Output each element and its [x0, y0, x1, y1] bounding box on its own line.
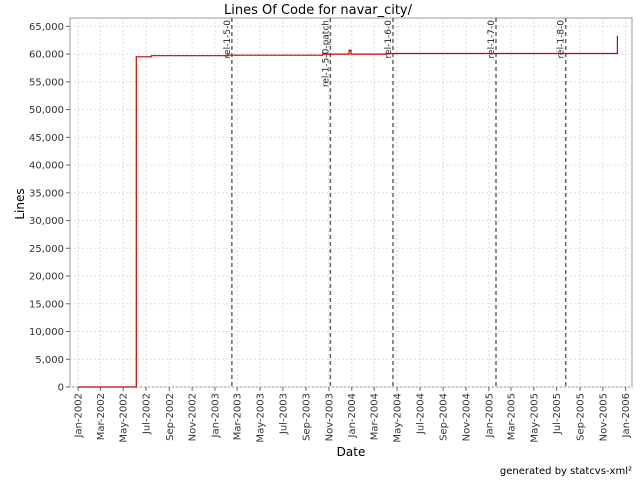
- release-marker-label: rel-1-7-0: [487, 20, 497, 59]
- y-axis-label: Lines: [13, 188, 27, 219]
- x-tick-label: Sep-2003: [302, 393, 313, 441]
- y-tick-label: 30,000: [29, 216, 64, 227]
- x-axis-label: Date: [337, 445, 366, 459]
- y-tick-label: 10,000: [29, 327, 64, 338]
- x-tick-label: Mar-2002: [96, 393, 107, 440]
- x-tick-label: Jan-2006: [621, 393, 632, 438]
- y-tick-label: 60,000: [29, 50, 64, 61]
- x-tick-label: May-2005: [529, 393, 540, 443]
- x-tick-label: Jan-2004: [347, 393, 358, 438]
- y-tick-label: 0: [58, 383, 64, 394]
- x-tick-label: Sep-2004: [439, 393, 450, 441]
- x-tick-label: Jul-2004: [415, 393, 426, 435]
- x-tick-label: Jan-2003: [210, 393, 221, 438]
- series-group: [78, 35, 619, 388]
- x-tick-label: May-2003: [255, 393, 266, 443]
- x-axis-ticks: Jan-2002 Mar-2002 May-2002 Jul-2002 Sep-2002…: [74, 387, 632, 443]
- y-tick-label: 20,000: [29, 272, 64, 283]
- y-tick-label: 35,000: [29, 188, 64, 199]
- y-tick-label: 25,000: [29, 244, 64, 255]
- y-tick-label: 15,000: [29, 299, 64, 310]
- x-tick-label: Mar-2004: [370, 393, 381, 440]
- x-tick-label: Nov-2004: [462, 393, 473, 441]
- x-tick-label: Mar-2005: [506, 393, 517, 440]
- loc-series-line: [78, 35, 619, 388]
- y-axis-ticks: 0 5,000 10,000 15,000 20,000 25,000 30,000 35,0…: [29, 22, 70, 394]
- y-tick-label: 55,000: [29, 77, 64, 88]
- y-tick-label: 5,000: [35, 355, 64, 366]
- x-tick-label: May-2002: [119, 393, 130, 443]
- x-tick-label: Jan-2005: [484, 393, 495, 438]
- y-tick-label: 65,000: [29, 22, 64, 33]
- y-tick-label: 45,000: [29, 133, 64, 144]
- x-tick-label: Sep-2005: [575, 393, 586, 441]
- x-tick-label: Nov-2002: [188, 393, 199, 441]
- release-marker-label: rel-1-5-0: [223, 20, 233, 59]
- x-tick-label: Sep-2002: [165, 393, 176, 441]
- x-tick-label: Nov-2005: [598, 393, 609, 441]
- y-tick-label: 40,000: [29, 161, 64, 172]
- plot-area: [69, 17, 633, 388]
- footer-credit: generated by statcvs-xml²: [500, 466, 632, 477]
- x-tick-label: May-2004: [393, 393, 404, 443]
- x-tick-label: Jul-2003: [278, 393, 289, 435]
- release-marker-label: rel-1-6-0: [384, 20, 394, 59]
- chart-title: Lines Of Code for navar_city/: [224, 3, 413, 18]
- y-tick-label: 50,000: [29, 105, 64, 116]
- x-tick-label: Nov-2003: [324, 393, 335, 441]
- x-tick-label: Jul-2002: [142, 393, 153, 435]
- x-tick-label: Mar-2003: [233, 393, 244, 440]
- x-tick-label: Jan-2002: [74, 393, 85, 438]
- grid-lines: [70, 18, 632, 388]
- release-marker-label: rel-1-8-0: [557, 20, 567, 59]
- x-tick-label: Jul-2005: [552, 393, 563, 435]
